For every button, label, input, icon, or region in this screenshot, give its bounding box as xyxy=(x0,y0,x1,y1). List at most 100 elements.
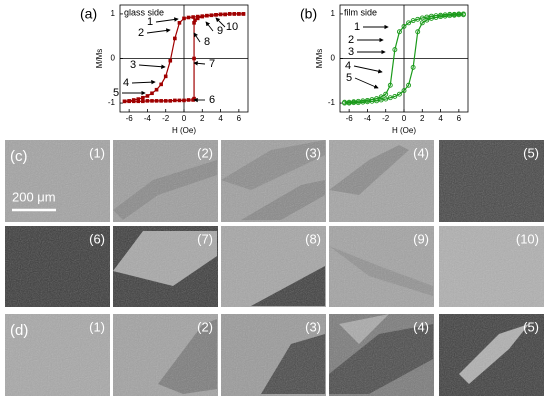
panel-label: (b) xyxy=(300,6,317,22)
marker xyxy=(415,16,421,22)
y-tick-label: 0 xyxy=(111,54,116,63)
marker xyxy=(355,100,361,106)
x-tick-label: -4 xyxy=(144,114,152,123)
marker xyxy=(168,99,173,103)
marker xyxy=(456,12,462,18)
domain-image xyxy=(439,314,544,396)
domain-image xyxy=(5,314,110,396)
marker xyxy=(451,12,457,18)
marker xyxy=(163,74,168,79)
domain-image xyxy=(439,226,544,307)
annotation: 6 xyxy=(209,94,215,106)
image-noise xyxy=(439,314,544,396)
marker xyxy=(419,20,425,26)
tile-label: (1) xyxy=(89,145,105,160)
annotation-title: film side xyxy=(344,7,377,17)
marker xyxy=(369,98,375,104)
marker xyxy=(177,98,182,103)
y-axis-label: M/Ms xyxy=(315,49,324,69)
marker xyxy=(214,13,218,17)
marker xyxy=(378,97,384,103)
marker xyxy=(127,99,131,104)
marker xyxy=(419,15,425,21)
annotation: 3 xyxy=(348,46,354,58)
x-tick-label: -6 xyxy=(346,114,354,123)
annotation: 9 xyxy=(217,25,223,37)
marker xyxy=(378,94,384,100)
annotation-title: glass side xyxy=(124,7,164,17)
image-noise xyxy=(5,226,110,307)
image-noise xyxy=(221,226,326,307)
annotation: 2 xyxy=(348,34,354,46)
marker xyxy=(131,99,136,104)
panel-label: (c) xyxy=(10,148,28,165)
panel-label: (a) xyxy=(80,6,97,22)
marker xyxy=(200,14,205,19)
annotation: 1 xyxy=(354,21,360,33)
annotation: 4 xyxy=(123,77,129,89)
annotation-arrow xyxy=(138,64,166,69)
marker xyxy=(374,98,380,104)
marker xyxy=(392,47,398,53)
marker xyxy=(241,12,246,16)
domain-image xyxy=(329,140,434,222)
marker xyxy=(383,91,389,97)
domain-image xyxy=(439,140,544,222)
x-axis-label: H (Oe) xyxy=(392,126,416,135)
marker xyxy=(237,12,241,16)
annotation-arrow xyxy=(146,28,171,34)
image-noise xyxy=(439,140,544,222)
image-noise xyxy=(439,226,544,307)
marker xyxy=(136,99,141,104)
x-axis-label: H (Oe) xyxy=(172,126,196,135)
x-tick-label: 4 xyxy=(218,114,223,123)
tile-label: (9) xyxy=(413,231,429,246)
annotation-arrow xyxy=(205,21,214,32)
marker xyxy=(186,98,191,102)
marker xyxy=(410,18,416,24)
marker xyxy=(168,58,173,63)
y-tick-label: 1 xyxy=(331,9,336,18)
annotation-arrow xyxy=(155,17,179,23)
annotation-arrow xyxy=(193,61,206,66)
y-tick-label: 0 xyxy=(331,54,336,63)
domain-image xyxy=(5,140,110,222)
marker xyxy=(346,100,352,106)
marker xyxy=(424,14,430,20)
marker xyxy=(218,12,223,17)
marker xyxy=(122,99,127,104)
tile-label: (2) xyxy=(197,145,213,160)
marker xyxy=(396,91,402,97)
marker xyxy=(438,14,444,20)
marker xyxy=(173,98,177,103)
marker xyxy=(159,99,163,103)
marker xyxy=(406,20,412,26)
tile-label: (3) xyxy=(305,145,321,160)
marker xyxy=(186,15,191,20)
x-tick-label: 0 xyxy=(402,114,407,123)
panel-label: (d) xyxy=(10,322,28,339)
image-noise xyxy=(221,140,326,222)
annotation-arrow xyxy=(131,79,156,85)
domain-image xyxy=(113,140,218,222)
marker xyxy=(360,99,366,105)
x-tick-label: 0 xyxy=(182,114,187,123)
marker xyxy=(401,23,407,29)
image-noise xyxy=(113,314,218,396)
image-noise xyxy=(5,314,110,396)
marker xyxy=(192,56,196,61)
marker xyxy=(410,64,416,70)
loop-line xyxy=(344,14,464,104)
marker xyxy=(177,21,182,25)
marker xyxy=(387,82,393,88)
x-tick-label: 6 xyxy=(237,114,242,123)
marker xyxy=(154,87,159,92)
marker xyxy=(205,13,209,18)
image-noise xyxy=(329,226,434,307)
tile-label: (4) xyxy=(413,319,429,334)
tile-label: (4) xyxy=(413,145,429,160)
x-tick-label: 6 xyxy=(457,114,462,123)
tile-label: (6) xyxy=(89,231,105,246)
domain-image xyxy=(113,314,218,396)
marker xyxy=(387,95,393,101)
